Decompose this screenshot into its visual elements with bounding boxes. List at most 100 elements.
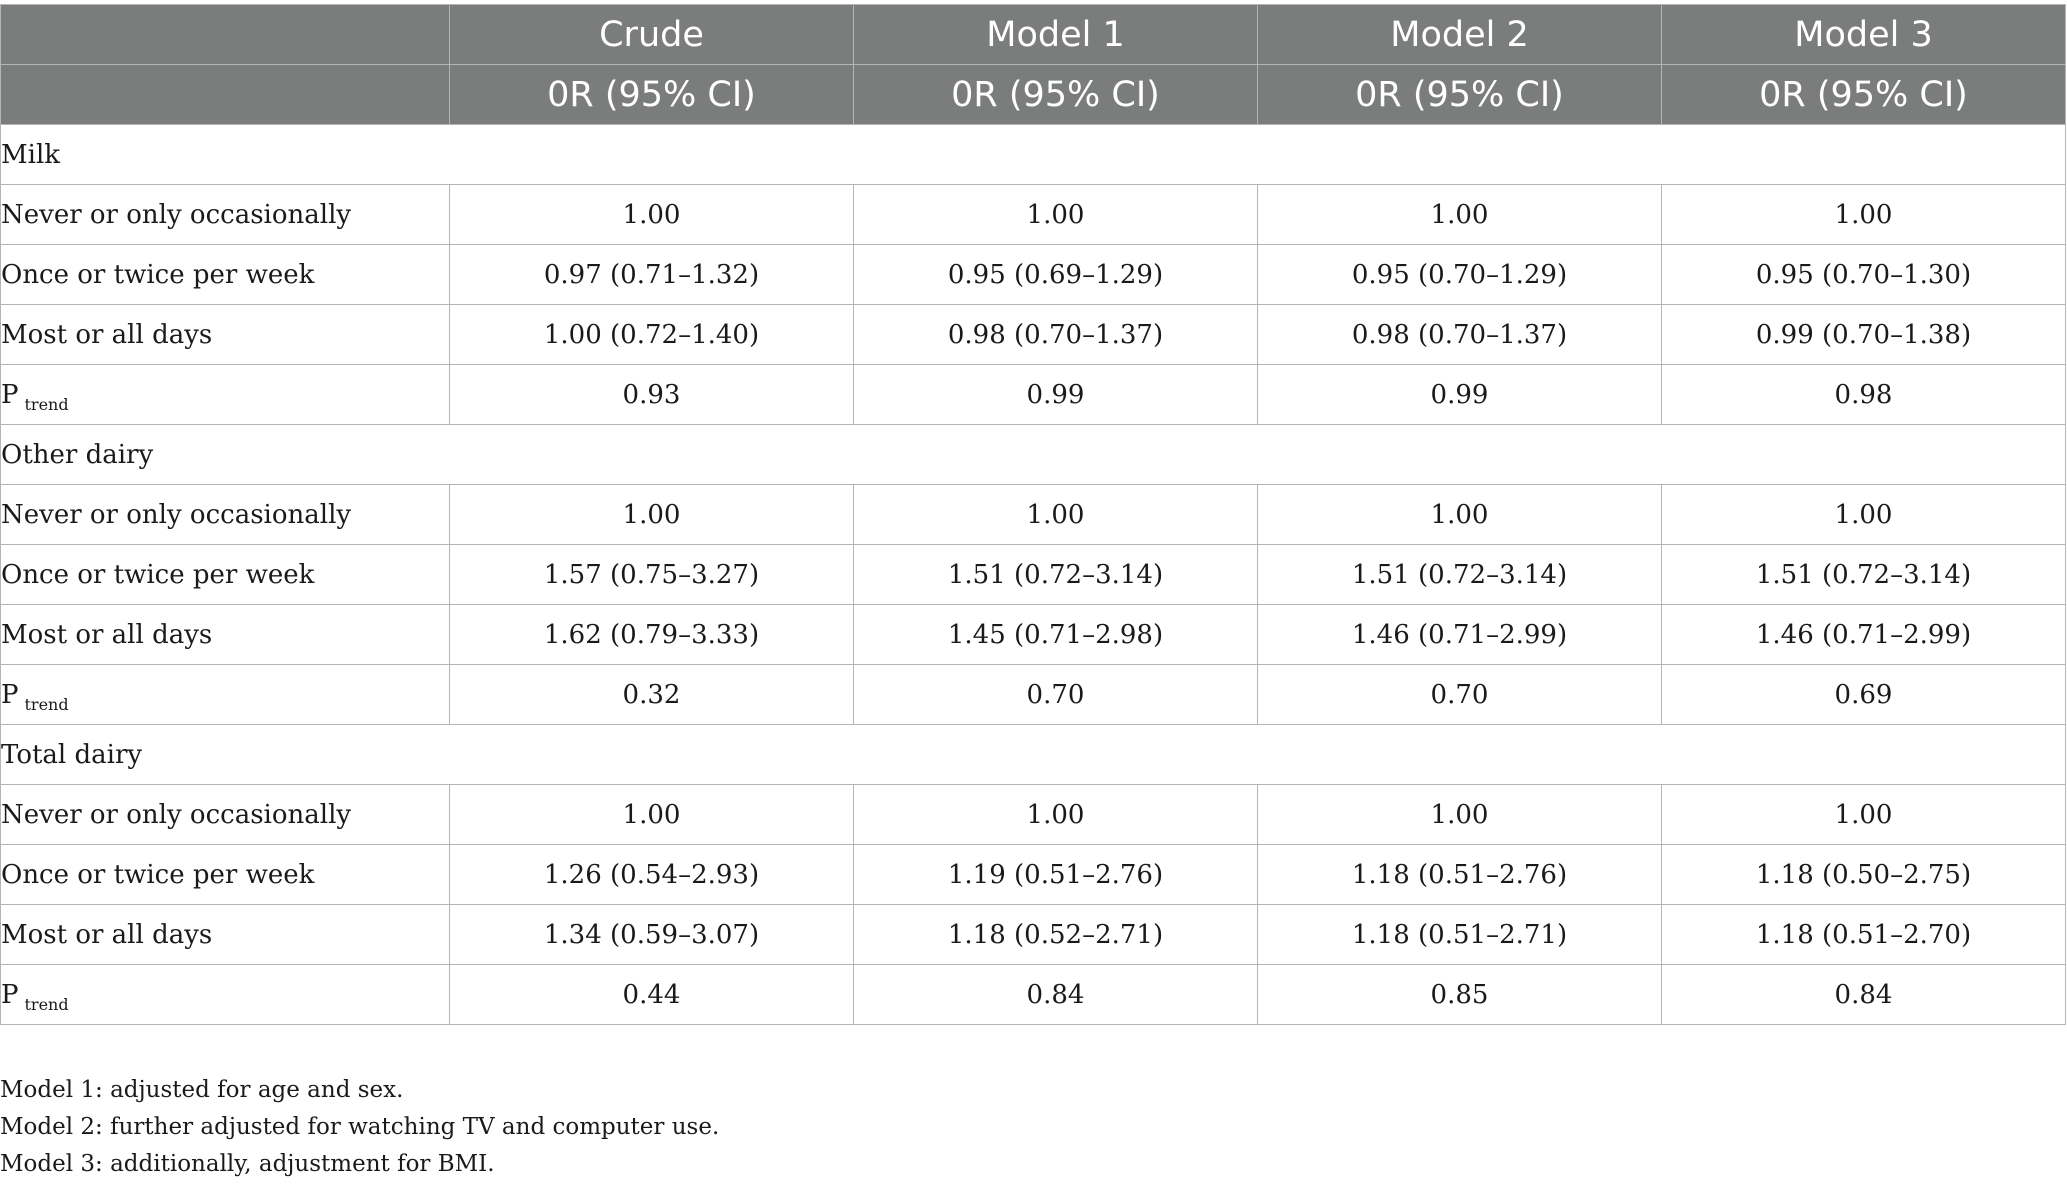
header-or-ci: 0R (95% CI) bbox=[1257, 64, 1662, 125]
header-crude: Crude bbox=[449, 4, 854, 65]
group-row-total-dairy: Total dairy bbox=[0, 724, 2066, 785]
table-row: Never or only occasionally 1.00 1.00 1.0… bbox=[0, 484, 2066, 545]
cell-value: 0.32 bbox=[449, 664, 854, 725]
footnote-model-2: Model 2: further adjusted for watching T… bbox=[0, 1114, 720, 1140]
header-model-2: Model 2 bbox=[1257, 4, 1662, 65]
cell-value: 1.00 bbox=[449, 184, 854, 245]
footnote-model-1: Model 1: adjusted for age and sex. bbox=[0, 1077, 404, 1103]
results-table-container: Crude Model 1 Model 2 Model 3 0R (95% CI… bbox=[0, 4, 2067, 1025]
group-label: Other dairy bbox=[0, 424, 2066, 485]
cell-value: 0.85 bbox=[1257, 964, 1662, 1025]
header-model-3: Model 3 bbox=[1661, 4, 2066, 65]
cell-value: 1.00 bbox=[853, 484, 1258, 545]
ptrend-p: P bbox=[1, 979, 19, 1010]
cell-value: 0.95 (0.70–1.30) bbox=[1661, 244, 2066, 305]
cell-value: 1.00 bbox=[1257, 184, 1662, 245]
row-label: Once or twice per week bbox=[0, 844, 450, 905]
header-row-models: Crude Model 1 Model 2 Model 3 bbox=[0, 4, 2066, 65]
table-row: Once or twice per week 0.97 (0.71–1.32) … bbox=[0, 244, 2066, 305]
cell-value: 0.69 bbox=[1661, 664, 2066, 725]
table-row: Most or all days 1.00 (0.72–1.40) 0.98 (… bbox=[0, 304, 2066, 365]
group-row-other-dairy: Other dairy bbox=[0, 424, 2066, 485]
cell-value: 1.26 (0.54–2.93) bbox=[449, 844, 854, 905]
cell-value: 1.18 (0.51–2.71) bbox=[1257, 904, 1662, 965]
group-label: Milk bbox=[0, 124, 2066, 185]
footnote-model-3: Model 3: additionally, adjustment for BM… bbox=[0, 1151, 495, 1177]
header-cell bbox=[0, 64, 450, 125]
footnotes: Model 1: adjusted for age and sex. Model… bbox=[0, 1072, 719, 1183]
cell-value: 0.98 bbox=[1661, 364, 2066, 425]
header-or-ci: 0R (95% CI) bbox=[853, 64, 1258, 125]
ptrend-subscript: trend bbox=[24, 394, 69, 414]
header-or-ci: 0R (95% CI) bbox=[1661, 64, 2066, 125]
cell-value: 0.70 bbox=[1257, 664, 1662, 725]
results-table: Crude Model 1 Model 2 Model 3 0R (95% CI… bbox=[0, 4, 2066, 1025]
header-row-metric: 0R (95% CI) 0R (95% CI) 0R (95% CI) 0R (… bbox=[0, 64, 2066, 125]
row-label: Most or all days bbox=[0, 904, 450, 965]
group-label: Total dairy bbox=[0, 724, 2066, 785]
cell-value: 1.62 (0.79–3.33) bbox=[449, 604, 854, 665]
cell-value: 0.93 bbox=[449, 364, 854, 425]
cell-value: 0.98 (0.70–1.37) bbox=[853, 304, 1258, 365]
cell-value: 1.00 bbox=[1257, 784, 1662, 845]
row-label: Most or all days bbox=[0, 604, 450, 665]
row-label: Once or twice per week bbox=[0, 544, 450, 605]
cell-value: 0.98 (0.70–1.37) bbox=[1257, 304, 1662, 365]
cell-value: 1.00 bbox=[1257, 484, 1662, 545]
row-label: Once or twice per week bbox=[0, 244, 450, 305]
group-row-milk: Milk bbox=[0, 124, 2066, 185]
cell-value: 0.84 bbox=[1661, 964, 2066, 1025]
ptrend-p: P bbox=[1, 379, 19, 410]
row-label: Never or only occasionally bbox=[0, 784, 450, 845]
cell-value: 0.99 bbox=[1257, 364, 1662, 425]
cell-value: 0.44 bbox=[449, 964, 854, 1025]
cell-value: 1.00 bbox=[1661, 784, 2066, 845]
row-label: Never or only occasionally bbox=[0, 484, 450, 545]
row-label: Never or only occasionally bbox=[0, 184, 450, 245]
ptrend-subscript: trend bbox=[24, 694, 69, 714]
cell-value: 1.46 (0.71–2.99) bbox=[1257, 604, 1662, 665]
cell-value: 1.45 (0.71–2.98) bbox=[853, 604, 1258, 665]
header-or-ci: 0R (95% CI) bbox=[449, 64, 854, 125]
cell-value: 0.97 (0.71–1.32) bbox=[449, 244, 854, 305]
table-row: Most or all days 1.34 (0.59–3.07) 1.18 (… bbox=[0, 904, 2066, 965]
cell-value: 1.00 bbox=[853, 784, 1258, 845]
cell-value: 1.00 bbox=[1661, 484, 2066, 545]
ptrend-p: P bbox=[1, 679, 19, 710]
cell-value: 1.00 bbox=[1661, 184, 2066, 245]
cell-value: 1.51 (0.72–3.14) bbox=[1661, 544, 2066, 605]
cell-value: 1.18 (0.52–2.71) bbox=[853, 904, 1258, 965]
table-body: Milk Never or only occasionally 1.00 1.0… bbox=[0, 124, 2066, 1025]
cell-value: 0.84 bbox=[853, 964, 1258, 1025]
cell-value: 1.18 (0.50–2.75) bbox=[1661, 844, 2066, 905]
table-row: Most or all days 1.62 (0.79–3.33) 1.45 (… bbox=[0, 604, 2066, 665]
table-row: Never or only occasionally 1.00 1.00 1.0… bbox=[0, 784, 2066, 845]
cell-value: 1.18 (0.51–2.70) bbox=[1661, 904, 2066, 965]
cell-value: 0.99 bbox=[853, 364, 1258, 425]
cell-value: 1.00 bbox=[449, 484, 854, 545]
table-header: Crude Model 1 Model 2 Model 3 0R (95% CI… bbox=[0, 4, 2066, 125]
table-row: Once or twice per week 1.26 (0.54–2.93) … bbox=[0, 844, 2066, 905]
cell-value: 1.51 (0.72–3.14) bbox=[853, 544, 1258, 605]
cell-value: 1.00 (0.72–1.40) bbox=[449, 304, 854, 365]
cell-value: 1.34 (0.59–3.07) bbox=[449, 904, 854, 965]
cell-value: 1.00 bbox=[853, 184, 1258, 245]
cell-value: 0.99 (0.70–1.38) bbox=[1661, 304, 2066, 365]
header-model-1: Model 1 bbox=[853, 4, 1258, 65]
row-label: Most or all days bbox=[0, 304, 450, 365]
cell-value: 1.57 (0.75–3.27) bbox=[449, 544, 854, 605]
header-cell bbox=[0, 4, 450, 65]
table-row: Never or only occasionally 1.00 1.00 1.0… bbox=[0, 184, 2066, 245]
cell-value: 1.19 (0.51–2.76) bbox=[853, 844, 1258, 905]
table-row: Once or twice per week 1.57 (0.75–3.27) … bbox=[0, 544, 2066, 605]
ptrend-subscript: trend bbox=[24, 994, 69, 1014]
cell-value: 0.70 bbox=[853, 664, 1258, 725]
cell-value: 1.51 (0.72–3.14) bbox=[1257, 544, 1662, 605]
cell-value: 1.00 bbox=[449, 784, 854, 845]
cell-value: 1.46 (0.71–2.99) bbox=[1661, 604, 2066, 665]
